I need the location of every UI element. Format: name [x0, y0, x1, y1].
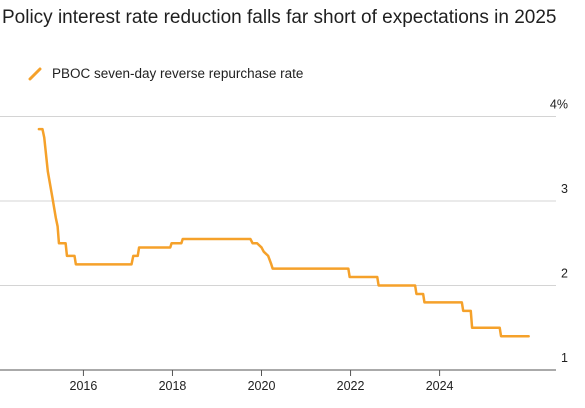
y-tick-label-3: 3 — [561, 182, 568, 196]
x-tick-label-2022: 2022 — [337, 379, 365, 393]
y-tick-label-4: 4% — [550, 97, 568, 111]
x-tick-label-2024: 2024 — [426, 379, 454, 393]
chart-title: Policy interest rate reduction falls far… — [2, 7, 557, 28]
legend-swatch-icon — [28, 67, 42, 80]
legend: PBOC seven-day reverse repurchase rate — [28, 66, 303, 81]
y-tick-label-1: 1 — [561, 351, 568, 365]
x-tick-label-2016: 2016 — [70, 379, 98, 393]
series-line-pboc-rate — [37, 127, 530, 338]
legend-label: PBOC seven-day reverse repurchase rate — [52, 66, 304, 81]
x-tick-label-2018: 2018 — [159, 379, 187, 393]
y-tick-label-2: 2 — [561, 266, 568, 280]
x-tick-label-2020: 2020 — [248, 379, 276, 393]
